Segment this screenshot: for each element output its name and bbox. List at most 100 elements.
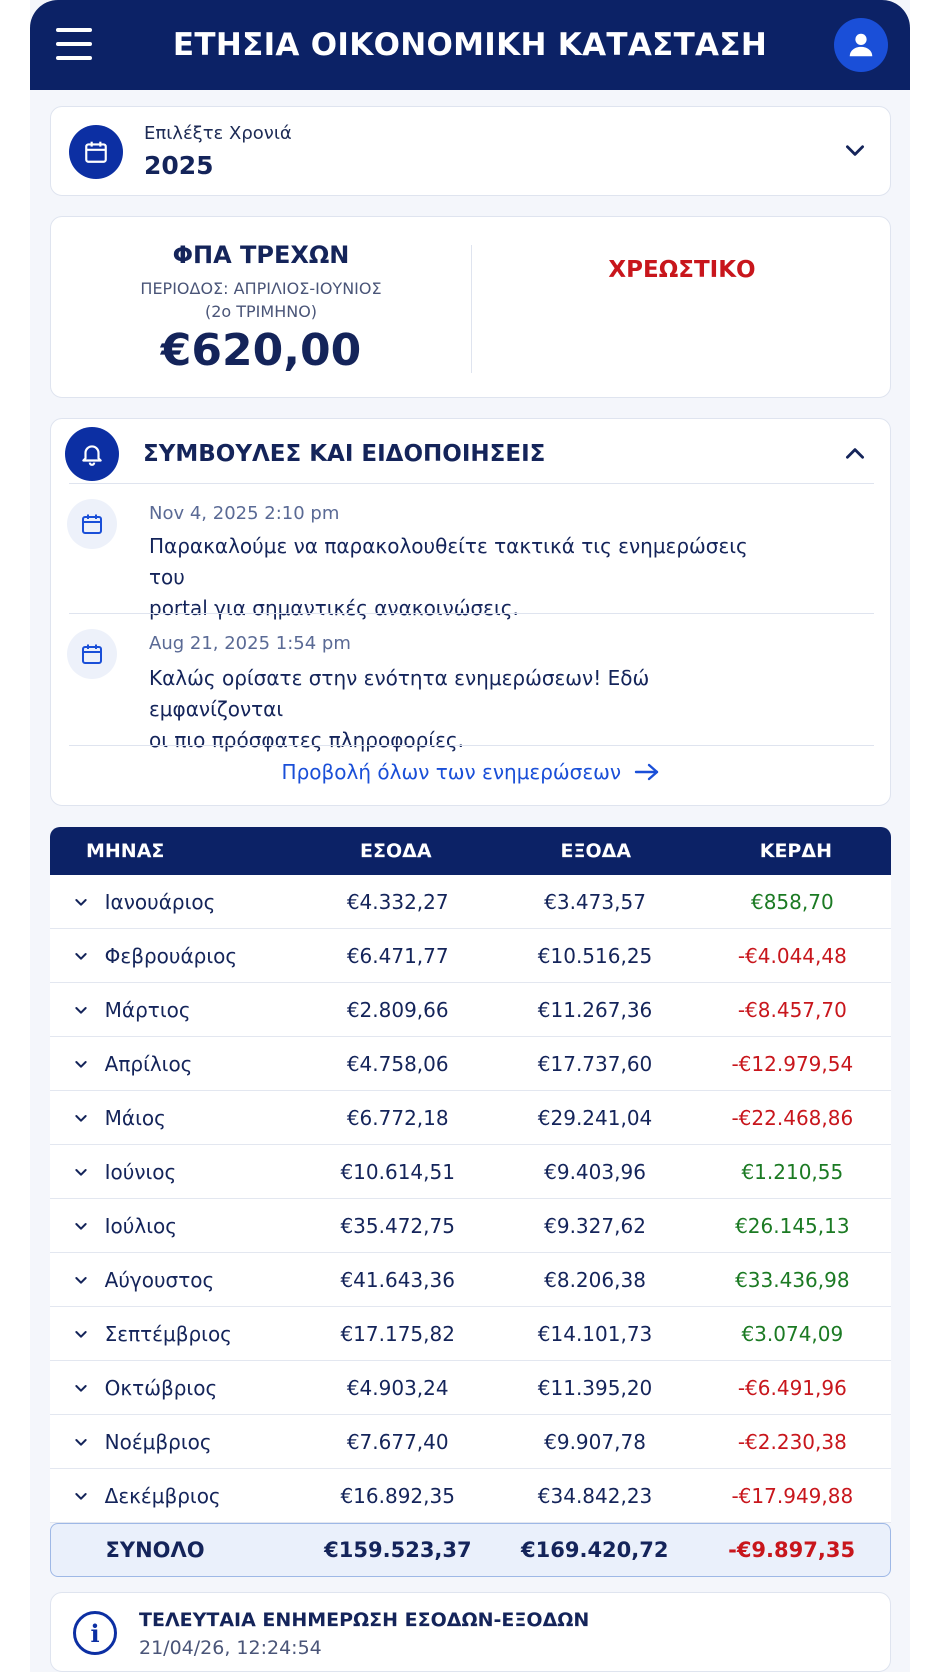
row-income: €10.614,51 (340, 1159, 455, 1184)
row-income: €2.809,66 (346, 997, 449, 1022)
row-month: Ιανουάριος (104, 889, 216, 914)
expand-row-chevron-icon[interactable] (50, 1164, 105, 1180)
row-month: Απρίλιος (104, 1051, 193, 1076)
table-row[interactable]: Σεπτέμβριος €17.175,82 €14.101,73 €3.074,09 (50, 1307, 891, 1361)
user-avatar-button[interactable] (834, 18, 888, 72)
table-row[interactable]: Νοέμβριος €7.677,40 €9.907,78 -€2.230,38 (50, 1415, 891, 1469)
column-header-expenses: ΕΞΟΔΑ (560, 840, 632, 862)
row-income: €6.772,18 (346, 1105, 449, 1130)
row-month: Νοέμβριος (104, 1429, 212, 1454)
row-profit: €3.074,09 (741, 1321, 844, 1346)
row-month: Μάρτιος (104, 997, 191, 1022)
year-selector-value: 2025 (144, 151, 214, 180)
table-row[interactable]: Δεκέμβριος €16.892,35 €34.842,23 -€17.949,8… (50, 1469, 891, 1523)
row-income: €4.903,24 (346, 1375, 449, 1400)
year-selector-label: Επιλέξτε Χρονιά (144, 123, 292, 144)
expand-row-chevron-icon[interactable] (50, 948, 105, 964)
table-row[interactable]: Μάιος €6.772,18 €29.241,04 -€22.468,86 (50, 1091, 891, 1145)
last-update-title: ΤΕΛΕΥΤΑΙΑ ΕΝΗΜΕΡΩΣΗ ΕΣΟΔΩΝ-ΕΞΟΔΩΝ (139, 1609, 590, 1631)
row-profit: €33.436,98 (735, 1267, 850, 1292)
table-row[interactable]: Φεβρουάριος €6.471,77 €10.516,25 -€4.044,48 (50, 929, 891, 983)
row-expenses: €34.842,23 (537, 1483, 653, 1508)
vat-title: ΦΠΑ ΤΡΕΧΩΝ (172, 241, 350, 269)
row-month: Οκτώβριος (104, 1375, 218, 1400)
row-expenses: €17.737,60 (537, 1051, 653, 1076)
view-all-updates-link[interactable]: Προβολή όλων των ενημερώσεων (51, 760, 892, 784)
row-income: €7.677,40 (346, 1429, 449, 1454)
row-expenses: €14.101,73 (537, 1321, 653, 1346)
expand-row-chevron-icon[interactable] (50, 1218, 105, 1234)
table-header: ΜΗΝΑΣ ΕΣΟΔΑ ΕΞΟΔΑ ΚΕΡΔΗ (50, 827, 891, 875)
notification-text: Παρακαλούμε να παρακολουθείτε τακτικά τι… (149, 531, 789, 624)
last-update-time: 21/04/26, 12:24:54 (139, 1637, 322, 1659)
table-row[interactable]: Οκτώβριος €4.903,24 €11.395,20 -€6.491,96 (50, 1361, 891, 1415)
row-month: Φεβρουάριος (104, 943, 238, 968)
vat-status: ΧΡΕΩΣΤΙΚΟ (608, 257, 756, 283)
table-body: Ιανουάριος €4.332,27 €3.473,57 €858,70 Φεβρο… (50, 875, 891, 1523)
row-profit: -€17.949,88 (731, 1483, 854, 1508)
divider (69, 613, 874, 614)
expand-row-chevron-icon[interactable] (50, 1056, 105, 1072)
row-income: €4.332,27 (346, 889, 449, 914)
year-selector[interactable]: Επιλέξτε Χρονιά 2025 (50, 106, 891, 196)
row-income: €4.758,06 (346, 1051, 449, 1076)
expand-row-chevron-icon[interactable] (50, 1002, 105, 1018)
table-row[interactable]: Απρίλιος €4.758,06 €17.737,60 -€12.979,54 (50, 1037, 891, 1091)
table-row[interactable]: Αύγουστος €41.643,36 €8.206,38 €33.436,98 (50, 1253, 891, 1307)
table-row[interactable]: Ιούλιος €35.472,75 €9.327,62 €26.145,13 (50, 1199, 891, 1253)
row-profit: -€2.230,38 (737, 1429, 847, 1454)
expand-row-chevron-icon[interactable] (50, 1326, 105, 1342)
notification-text-line: οι πιο πρόσφατες πληροφορίες. (149, 728, 465, 752)
view-all-updates-label: Προβολή όλων των ενημερώσεων (281, 760, 622, 784)
total-profit: -€9.897,35 (728, 1538, 856, 1562)
menu-icon[interactable] (56, 28, 92, 60)
chevron-down-icon (846, 145, 864, 156)
row-profit: -€12.979,54 (731, 1051, 854, 1076)
calendar-icon (67, 629, 117, 679)
row-month: Αύγουστος (104, 1267, 215, 1292)
vat-quarter: (2ο ΤΡΙΜΗΝΟ) (204, 302, 318, 321)
column-header-profit: ΚΕΡΔΗ (759, 840, 832, 862)
table-row[interactable]: Ιανουάριος €4.332,27 €3.473,57 €858,70 (50, 875, 891, 929)
expand-row-chevron-icon[interactable] (50, 1380, 105, 1396)
column-header-month: ΜΗΝΑΣ (86, 840, 165, 862)
calendar-icon (69, 125, 123, 179)
row-profit: €858,70 (750, 889, 834, 914)
table-row[interactable]: Ιούνιος €10.614,51 €9.403,96 €1.210,55 (50, 1145, 891, 1199)
divider (69, 483, 874, 484)
column-header-income: ΕΣΟΔΑ (360, 840, 432, 862)
calendar-icon (67, 499, 117, 549)
expand-row-chevron-icon[interactable] (50, 894, 105, 910)
vat-card: ΦΠΑ ΤΡΕΧΩΝ ΠΕΡΙΟΔΟΣ: ΑΠΡΙΛΙΟΣ-ΙΟΥΝΙΟΣ (2… (50, 216, 891, 398)
page-title: ΕΤΗΣΙΑ ΟΙΚΟΝΟΜΙΚΗ ΚΑΤΑΣΤΑΣΗ (172, 27, 768, 63)
row-month: Δεκέμβριος (104, 1483, 221, 1508)
divider (69, 745, 874, 746)
row-expenses: €9.403,96 (544, 1159, 646, 1184)
expand-row-chevron-icon[interactable] (50, 1272, 105, 1288)
expand-row-chevron-icon[interactable] (50, 1488, 105, 1504)
total-label: ΣΥΝΟΛΟ (105, 1538, 205, 1562)
row-expenses: €8.206,38 (544, 1267, 646, 1292)
table-row[interactable]: Μάρτιος €2.809,66 €11.267,36 -€8.457,70 (50, 983, 891, 1037)
notification-date: Nov 4, 2025 2:10 pm (149, 503, 340, 524)
row-profit: -€6.491,96 (737, 1375, 847, 1400)
info-icon: i (73, 1611, 117, 1655)
arrow-right-icon (635, 763, 659, 781)
row-expenses: €10.516,25 (537, 943, 653, 968)
app-header: ΕΤΗΣΙΑ ΟΙΚΟΝΟΜΙΚΗ ΚΑΤΑΣΤΑΣΗ (30, 0, 910, 90)
last-update-card: i ΤΕΛΕΥΤΑΙΑ ΕΝΗΜΕΡΩΣΗ ΕΣΟΔΩΝ-ΕΞΟΔΩΝ 21/0… (50, 1592, 891, 1672)
notification-text-line: portal για σημαντικές ανακοινώσεις. (149, 596, 519, 620)
expand-row-chevron-icon[interactable] (50, 1434, 105, 1450)
notifications-title: ΣΥΜΒΟΥΛΕΣ ΚΑΙ ΕΙΔΟΠΟΙΗΣΕΙΣ (143, 441, 546, 467)
expand-row-chevron-icon[interactable] (50, 1110, 105, 1126)
user-icon (849, 33, 873, 57)
row-expenses: €9.327,62 (544, 1213, 646, 1238)
row-expenses: €11.267,36 (537, 997, 653, 1022)
notification-date: Aug 21, 2025 1:54 pm (149, 633, 351, 654)
row-expenses: €29.241,04 (537, 1105, 653, 1130)
total-row: ΣΥΝΟΛΟ €159.523,37 €169.420,72 -€9.897,3… (50, 1523, 891, 1577)
vat-summary: ΦΠΑ ΤΡΕΧΩΝ ΠΕΡΙΟΔΟΣ: ΑΠΡΙΛΙΟΣ-ΙΟΥΝΙΟΣ (2… (51, 217, 471, 399)
row-profit: -€8.457,70 (737, 997, 847, 1022)
notification-text-line: Καλώς ορίσατε στην ενότητα ενημερώσεων! … (149, 666, 650, 721)
chevron-up-icon[interactable] (842, 441, 868, 467)
